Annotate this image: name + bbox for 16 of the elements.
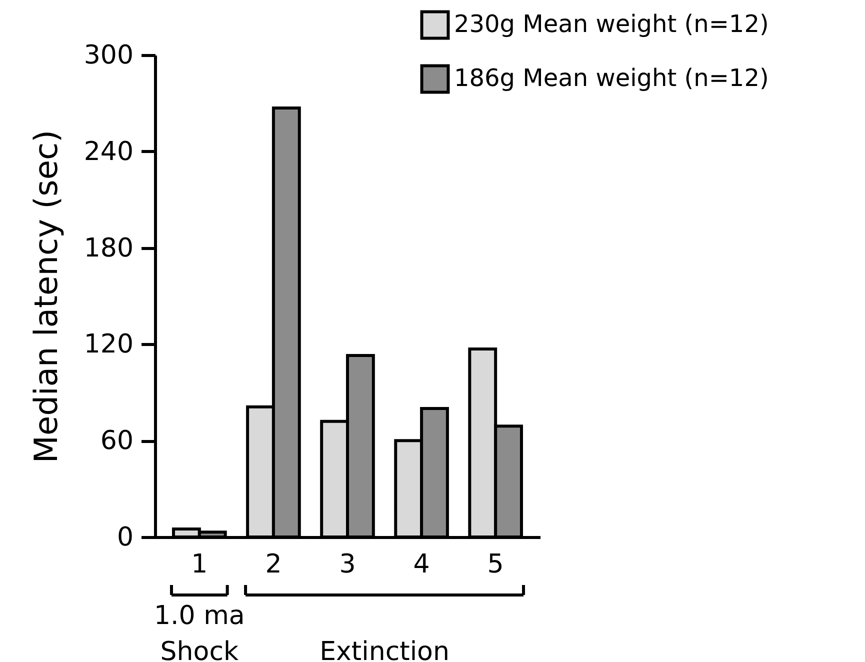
y-tick-label: 300 bbox=[84, 40, 134, 70]
y-tick-label: 60 bbox=[100, 426, 134, 456]
y-tick-label: 240 bbox=[84, 136, 134, 167]
legend-label: 186g Mean weight (n=12) bbox=[454, 64, 769, 92]
text: 1.0 ma Shock bbox=[154, 601, 245, 662]
legend-label: 230g Mean weight (n=12) bbox=[454, 10, 769, 38]
x-tick-label: 4 bbox=[413, 550, 430, 580]
x-tick-label: 3 bbox=[339, 550, 356, 580]
y-axis-title: Median latency (sec) bbox=[26, 130, 65, 464]
x-tick-label: 1 bbox=[191, 550, 208, 580]
y-tick-label: 120 bbox=[84, 330, 134, 360]
y-tick-label: 0 bbox=[116, 522, 134, 552]
x-tick-label: 5 bbox=[487, 550, 504, 580]
text: Extinction bbox=[320, 637, 450, 662]
x-tick-label: 2 bbox=[265, 550, 282, 580]
y-tick-label: 180 bbox=[84, 233, 134, 264]
